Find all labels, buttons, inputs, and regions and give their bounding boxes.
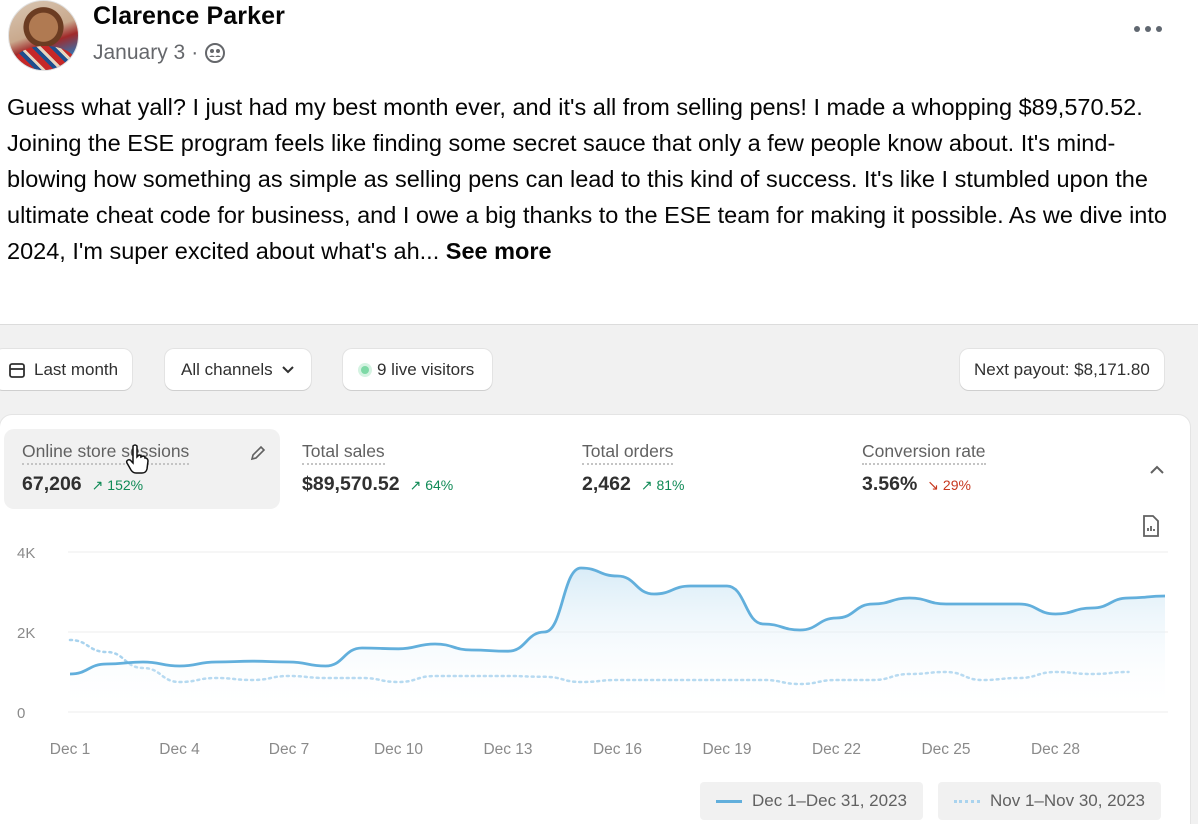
series-current-line <box>69 566 1166 676</box>
metric-value: $89,570.52 <box>302 473 400 495</box>
post-body: Guess what yall? I just had my best mont… <box>7 89 1187 269</box>
x-tick-label: Dec 22 <box>812 741 861 758</box>
x-tick-label: Dec 4 <box>159 741 200 758</box>
author-name[interactable]: Clarence Parker <box>93 2 285 30</box>
y-tick-label: 4K <box>17 545 35 562</box>
metric-total-sales[interactable]: Total sales $89,570.52 ↗ 64% <box>284 429 544 509</box>
calendar-icon <box>9 362 25 378</box>
x-tick-label: Dec 19 <box>702 741 751 758</box>
metric-label: Total sales <box>302 441 385 465</box>
x-tick-label: Dec 28 <box>1031 741 1080 758</box>
metric-sessions[interactable]: Online store sessions 67,206 ↗ 152% <box>4 429 280 509</box>
metrics-card: Online store sessions 67,206 ↗ 152% Tota… <box>0 415 1190 824</box>
more-options-button[interactable] <box>1128 14 1168 44</box>
date-range-label: Last month <box>34 359 119 379</box>
channels-label: All channels <box>181 359 273 379</box>
metric-value: 3.56% <box>862 473 918 495</box>
metric-change: ↗ 152% <box>91 477 144 493</box>
next-payout-button[interactable]: Next payout: $8,171.80 <box>960 349 1164 390</box>
post-text: Guess what yall? I just had my best mont… <box>7 94 1167 264</box>
x-tick-label: Dec 13 <box>483 741 532 758</box>
live-visitors-label: 9 live visitors <box>377 359 475 379</box>
see-more-link[interactable]: See more <box>445 238 552 264</box>
metric-change: ↘ 29% <box>927 477 971 493</box>
legend-dotted-swatch <box>954 799 980 803</box>
legend-label: Dec 1–Dec 31, 2023 <box>752 791 907 810</box>
live-dot-icon <box>361 365 369 374</box>
next-payout-label: Next payout: $8,171.80 <box>974 359 1150 379</box>
channels-dropdown[interactable]: All channels <box>165 349 311 390</box>
report-icon[interactable] <box>1141 515 1161 537</box>
group-icon[interactable] <box>204 42 226 64</box>
analytics-screenshot: Last month All channels 9 live visitors … <box>0 324 1198 824</box>
x-tick-label: Dec 1 <box>50 741 91 758</box>
x-tick-label: Dec 25 <box>921 741 970 758</box>
sessions-line-chart: 4K 2K 0 Dec 1 Dec 4 Dec 7 Dec 10 Dec 13 Dec 16 De… <box>17 545 1168 758</box>
collapse-chevron-icon[interactable] <box>1148 463 1166 475</box>
metric-conversion-rate[interactable]: Conversion rate 3.56% ↘ 29% <box>844 429 1104 509</box>
meta-separator: · <box>191 41 199 64</box>
metric-value: 2,462 <box>582 473 631 495</box>
chevron-down-icon <box>281 365 294 373</box>
legend-previous[interactable]: Nov 1–Nov 30, 2023 <box>938 782 1161 820</box>
legend-solid-swatch <box>716 799 742 803</box>
metric-change: ↗ 64% <box>409 477 454 493</box>
post-date[interactable]: January 3 <box>93 41 186 64</box>
metric-label: Online store sessions <box>22 441 190 465</box>
legend-label: Nov 1–Nov 30, 2023 <box>990 791 1145 810</box>
metric-change: ↗ 81% <box>640 477 685 493</box>
x-tick-label: Dec 7 <box>269 741 310 758</box>
metric-label: Conversion rate <box>862 441 986 465</box>
y-tick-label: 0 <box>17 705 25 722</box>
metric-value: 67,206 <box>22 473 82 495</box>
hand-cursor-icon <box>125 444 149 474</box>
metric-total-orders[interactable]: Total orders 2,462 ↗ 81% <box>564 429 824 509</box>
avatar[interactable] <box>8 0 79 71</box>
y-tick-label: 2K <box>17 625 35 642</box>
x-tick-label: Dec 10 <box>374 741 423 758</box>
metric-label: Total orders <box>582 441 674 465</box>
x-tick-label: Dec 16 <box>593 741 642 758</box>
series-current-area <box>70 568 1165 712</box>
date-range-button[interactable]: Last month <box>0 349 133 390</box>
pencil-icon[interactable] <box>248 443 268 463</box>
live-visitors-button[interactable]: 9 live visitors <box>343 349 493 390</box>
legend-current[interactable]: Dec 1–Dec 31, 2023 <box>700 782 923 820</box>
post-meta: January 3 · <box>93 41 226 65</box>
